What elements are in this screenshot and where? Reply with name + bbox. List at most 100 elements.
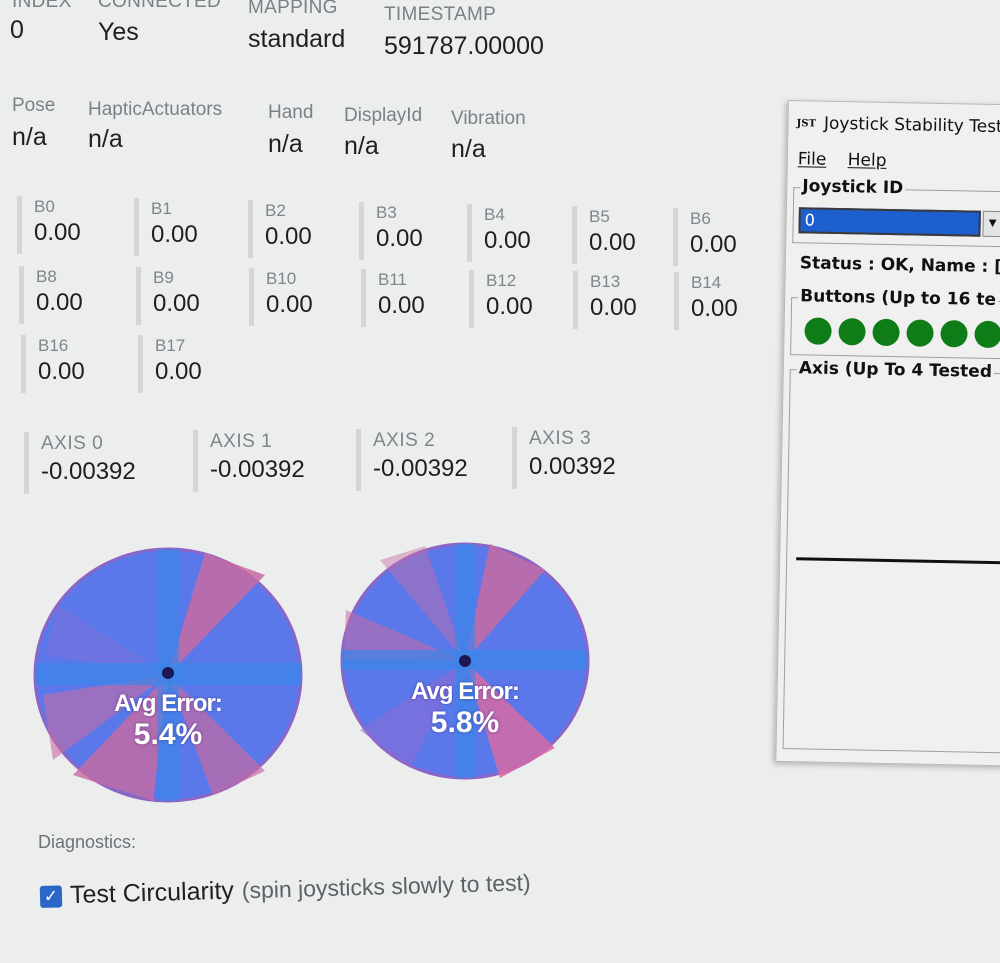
prop-label-vibration: Vibration [451,108,526,129]
button-value: 0.00 [265,223,312,250]
axis-value: -0.00392 [210,456,305,483]
test-circularity-row[interactable]: ✓ Test Circularity (spin joysticks slowl… [39,868,531,911]
button-cell: B16 0.00 [21,335,121,393]
button-label: B17 [155,336,186,355]
button-cell: B12 0.00 [469,270,569,328]
buttons-group-title: Buttons (Up to 16 te [798,286,999,311]
menu-help[interactable]: Help [847,150,887,171]
test-circularity-checkbox[interactable]: ✓ [39,884,63,908]
button-cell: B17 0.00 [138,335,238,393]
button-cell: B0 0.00 [17,196,117,254]
axis-label: AXIS 0 [41,433,104,454]
button-label: B5 [589,207,610,226]
prop-value-pose: n/a [12,123,47,151]
axis-value: 0.00392 [529,453,616,480]
button-cell: B2 0.00 [248,200,348,258]
button-label: B12 [486,271,517,290]
window-title-bar[interactable]: JST Joystick Stability Test [796,113,1000,137]
button-cell: B5 0.00 [572,206,672,264]
axis-label: AXIS 1 [210,431,273,452]
button-cell: B8 0.00 [19,266,119,324]
button-cell: B10 0.00 [249,268,349,326]
button-value: 0.00 [590,294,637,321]
button-label: B4 [484,205,505,224]
button-value: 0.00 [378,292,425,319]
header-label-timestamp: TIMESTAMP [384,4,497,25]
axis-group-title: Axis (Up To 4 Tested [796,358,995,383]
button-cell: B6 0.00 [673,208,773,266]
prop-label-hand: Hand [268,102,314,123]
prop-label-pose: Pose [12,95,56,116]
button-value: 0.00 [155,358,202,385]
button-value: 0.00 [266,291,313,318]
button-value: 0.00 [153,290,200,317]
header-value-index: 0 [10,16,24,44]
test-circularity-hint: (spin joysticks slowly to test) [241,869,531,904]
prop-value-vibration: n/a [451,135,486,163]
circularity-wheel-left [33,547,303,803]
button-value: 0.00 [376,225,423,252]
button-cell: B14 0.00 [674,272,774,330]
button-value: 0.00 [690,231,737,258]
button-led [974,320,1000,349]
button-label: B14 [691,273,722,292]
button-value: 0.00 [484,227,531,254]
button-value: 0.00 [691,295,738,322]
header-value-mapping: standard [248,25,346,53]
button-label: B8 [36,267,57,286]
button-value: 0.00 [38,358,85,385]
joystick-id-select[interactable]: 0 [798,207,981,237]
button-cell: B3 0.00 [359,202,459,260]
header-value-timestamp: 591787.00000 [384,32,544,60]
header-label-mapping: MAPPING [248,0,338,18]
avg-error-title: Avg Error: [411,678,520,705]
prop-value-haptic: n/a [88,125,123,153]
button-label: B1 [151,199,172,218]
header-label-connected: CONNECTED [98,0,222,12]
check-icon: ✓ [43,885,59,906]
button-cell: B11 0.00 [361,269,461,327]
axis-cell: AXIS 1 -0.00392 [193,430,353,492]
window-title: Joystick Stability Test [823,113,1000,138]
avg-error-value: 5.4% [133,718,203,751]
joystick-id-group-title: Joystick ID [800,176,906,199]
header-label-index: INDEX [12,0,72,12]
menu-bar: File Help [798,149,903,171]
button-label: B10 [266,269,297,288]
avg-error-value: 5.8% [430,706,500,739]
button-cell: B13 0.00 [573,271,673,329]
diagnostics-label: Diagnostics: [38,832,137,852]
app-logo-icon: JST [796,117,817,130]
prop-label-displayid: DisplayId [344,105,423,126]
test-circularity-label[interactable]: Test Circularity [69,876,235,910]
button-label: B2 [265,201,286,220]
prop-value-hand: n/a [268,130,303,158]
button-cell: B4 0.00 [467,204,567,262]
button-label: B9 [153,268,174,287]
prop-value-displayid: n/a [344,132,379,160]
axis-label: AXIS 2 [373,430,436,451]
prop-label-haptic: HapticActuators [88,99,223,120]
button-value: 0.00 [34,219,81,246]
button-label: B11 [378,270,407,289]
button-label: B16 [38,336,69,355]
button-label: B0 [34,197,55,216]
button-value: 0.00 [36,289,83,316]
button-value: 0.00 [589,229,636,256]
axis-cell: AXIS 0 -0.00392 [24,432,184,494]
button-label: B13 [590,272,621,291]
button-value: 0.00 [151,221,198,248]
button-cell: B1 0.00 [134,198,234,256]
chevron-down-icon[interactable]: ▼ [982,210,1000,238]
avg-error-right: Avg Error: 5.8% [370,678,560,740]
button-label: B6 [690,209,711,228]
circularity-wheel-right [340,542,590,780]
avg-error-title: Avg Error: [114,690,223,717]
axis-cell: AXIS 3 0.00392 [512,427,662,489]
menu-file[interactable]: File [797,149,827,170]
circularity-plot-right: Avg Error: 5.8% [340,540,590,782]
joystick-stability-window[interactable]: JST Joystick Stability Test File Help Jo… [775,100,1000,767]
avg-error-left: Avg Error: 5.4% [73,690,263,752]
axis-cell: AXIS 2 -0.00392 [356,429,506,491]
